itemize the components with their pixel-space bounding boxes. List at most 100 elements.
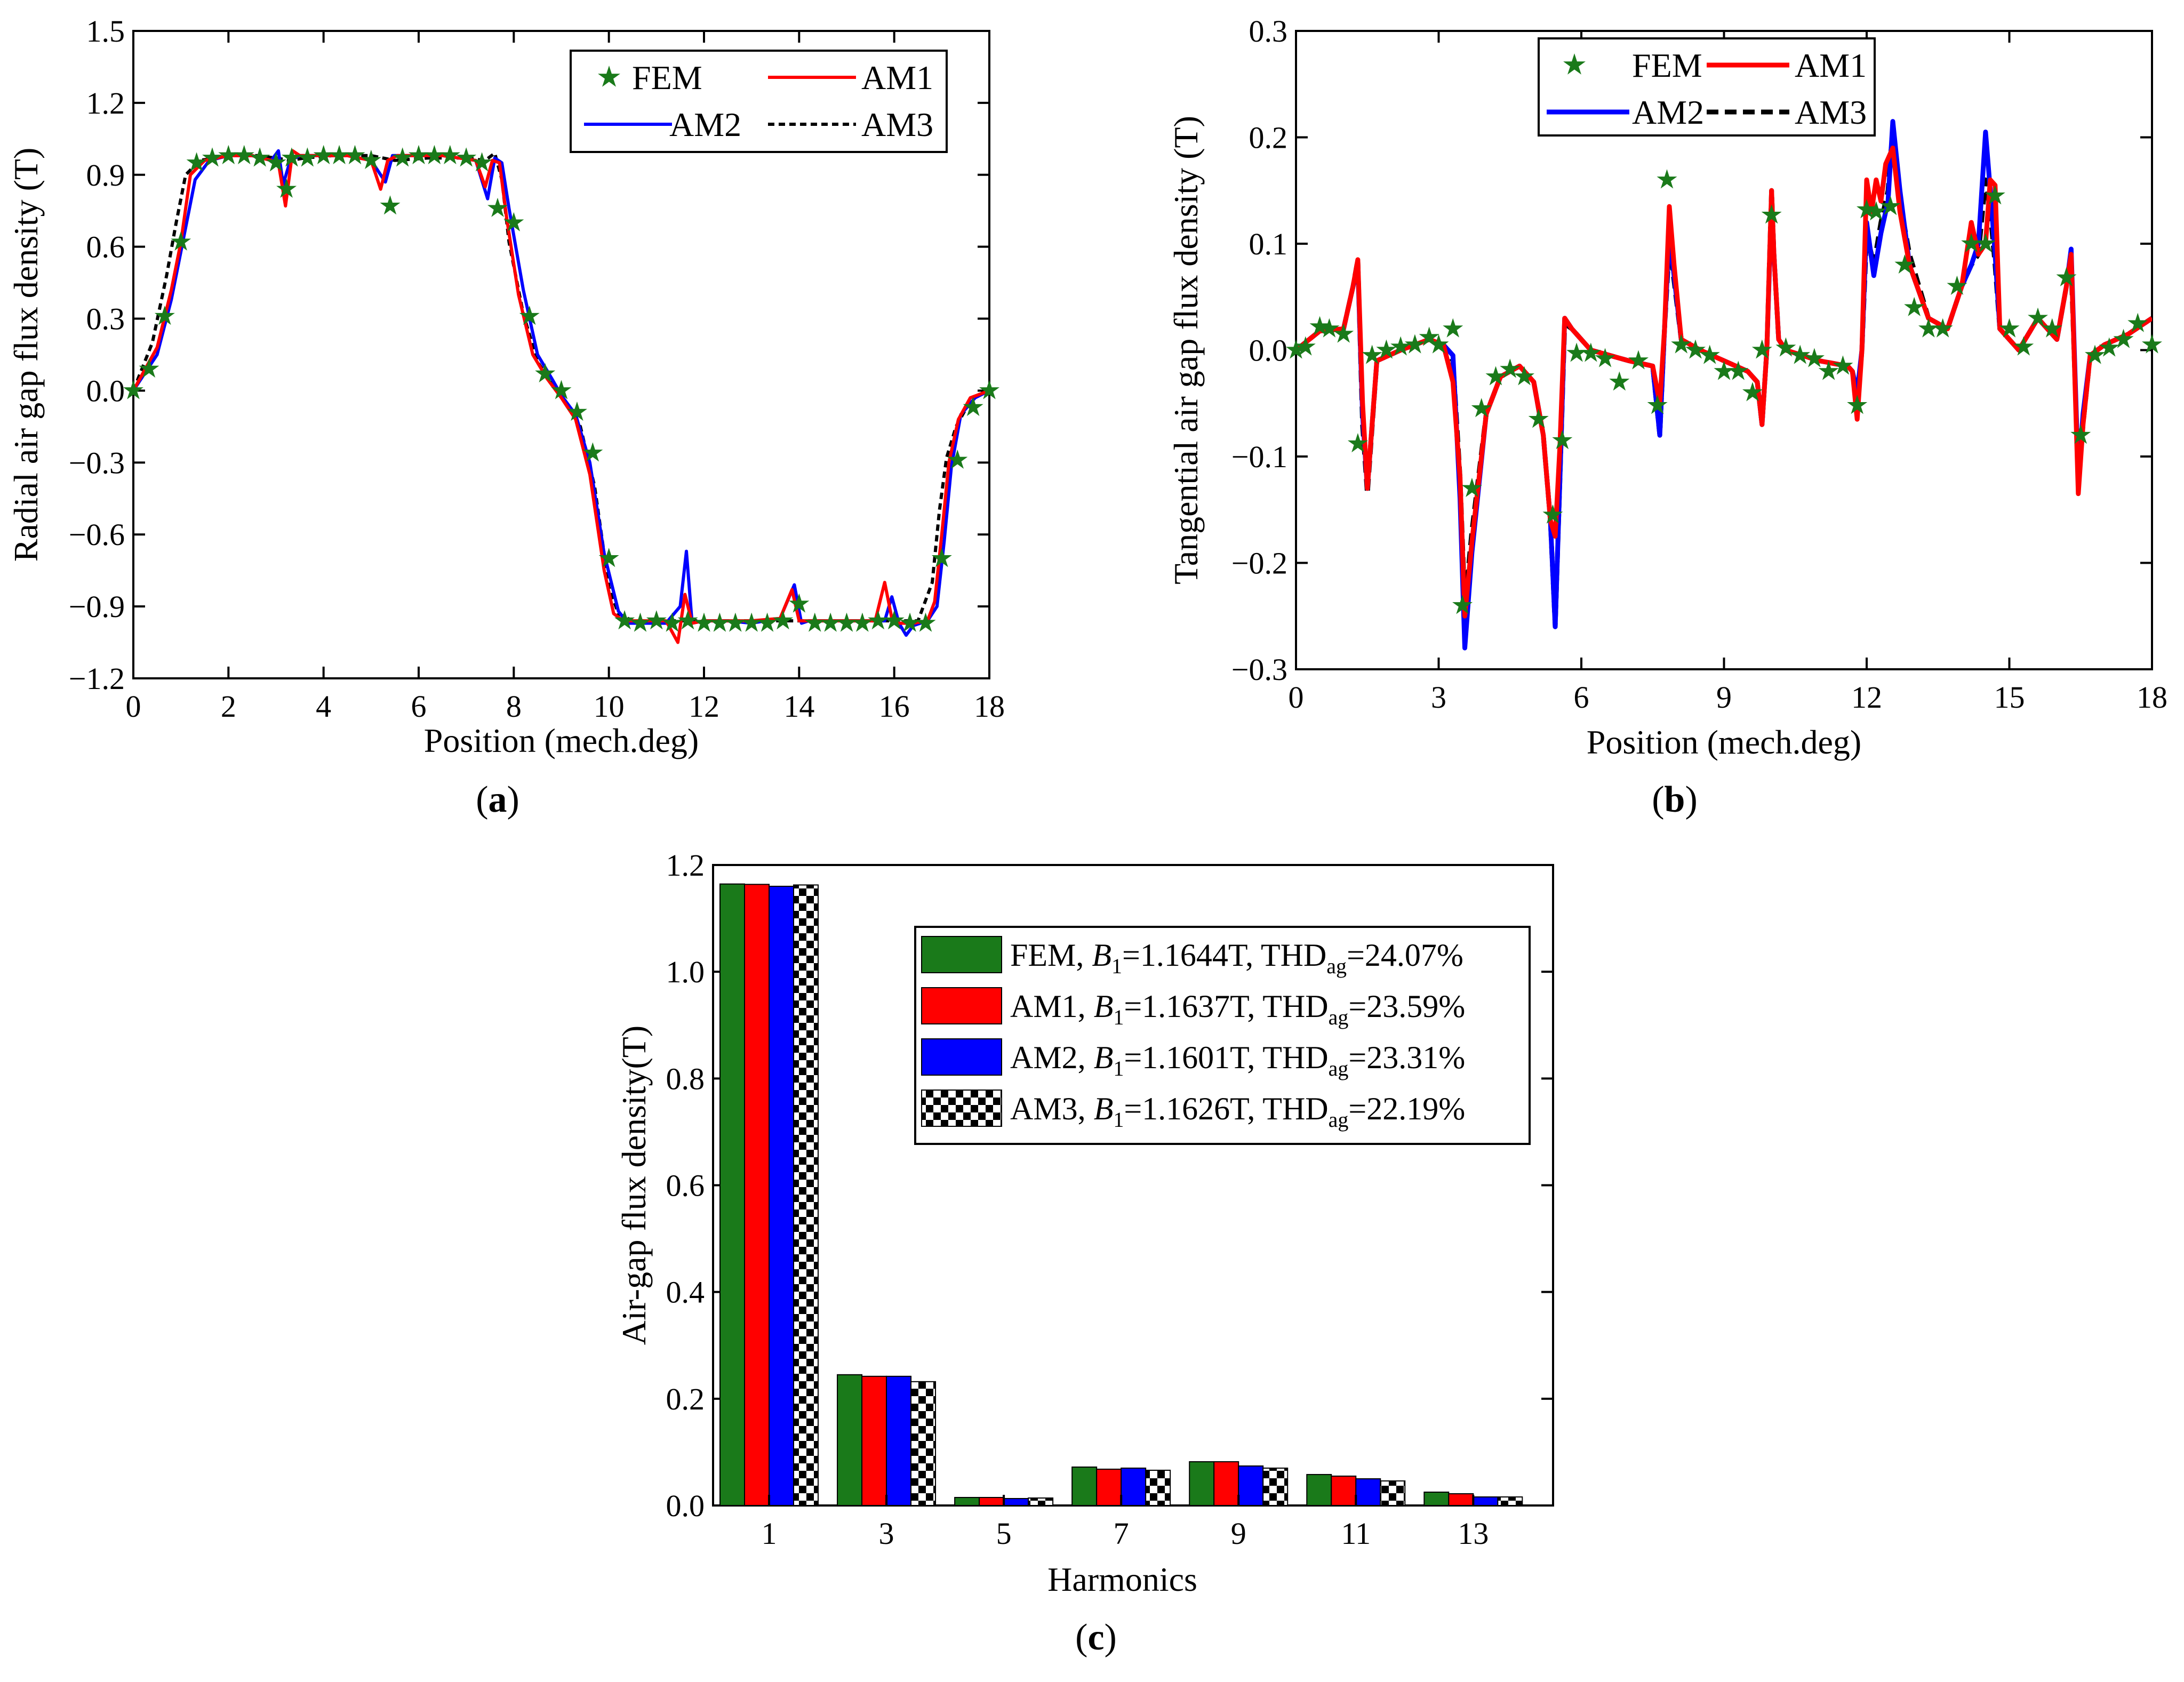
y-tick-label: 0.0 — [666, 1488, 705, 1523]
legend-prefix: AM3, — [1010, 1091, 1094, 1126]
caption-close: ) — [507, 779, 519, 820]
bar-fem-h9 — [1189, 1461, 1215, 1506]
bar-am3-h13 — [1497, 1496, 1523, 1506]
x-tick-label: 6 — [411, 689, 427, 724]
x-tick-label: 7 — [1114, 1516, 1129, 1551]
y-tick-label: −0.9 — [69, 589, 125, 624]
x-tick-label: 6 — [1574, 680, 1589, 715]
legend-box — [570, 50, 948, 153]
bar-am2-h5 — [1003, 1497, 1029, 1507]
x-tick-label: 14 — [783, 689, 814, 724]
legend-swatch-fem — [921, 936, 1002, 973]
x-tick-label: 1 — [762, 1516, 777, 1551]
legend-swatch-am2 — [921, 1038, 1002, 1076]
legend-label: FEM, B1=1.1644T, THDag=24.07% — [1010, 938, 1463, 978]
legend-label: AM2, B1=1.1601T, THDag=23.31% — [1010, 1040, 1465, 1080]
x-tick-label: 0 — [1289, 680, 1304, 715]
x-tick-label: 13 — [1458, 1516, 1489, 1551]
bar-fem-h1 — [719, 883, 745, 1506]
legend-label: AM3, B1=1.1626T, THDag=22.19% — [1010, 1091, 1465, 1132]
legend-thd-sub: ag — [1326, 954, 1347, 978]
legend-label: FEM — [632, 59, 702, 97]
y-tick-label: 1.2 — [86, 86, 125, 121]
legend-b-value: =1.1601T, THD — [1124, 1040, 1328, 1075]
y-axis-label: Tangential air gap flux density (T) — [1167, 116, 1205, 584]
y-tick-label: 0.6 — [666, 1168, 705, 1203]
y-tick-label: −0.3 — [69, 445, 125, 480]
x-tick-label: 9 — [1716, 680, 1732, 715]
x-axis-label: Position (mech.deg) — [1587, 723, 1861, 761]
bar-am1-h3 — [861, 1375, 887, 1506]
fem-point — [1528, 409, 1549, 428]
legend-prefix: AM2, — [1010, 1040, 1094, 1075]
x-tick-label: 16 — [879, 689, 910, 724]
legend-label: AM3 — [861, 106, 933, 143]
series-fem — [123, 145, 1000, 632]
fem-point — [1609, 371, 1630, 391]
legend-thd-value: =23.59% — [1348, 989, 1465, 1024]
bar-am2-h1 — [769, 885, 794, 1506]
y-tick-label: 1.2 — [666, 848, 705, 883]
legend-b-symbol: B — [1094, 1040, 1114, 1075]
bar-fem-h3 — [837, 1374, 863, 1507]
caption-open: ( — [476, 779, 488, 820]
x-tick-label: 11 — [1341, 1516, 1371, 1551]
y-tick-label: 0.9 — [86, 158, 125, 193]
legend: FEM, B1=1.1644T, THDag=24.07% AM1, B1=1.1… — [914, 926, 1531, 1145]
series-am1-line — [133, 149, 989, 644]
legend-swatch-am3 — [921, 1090, 1002, 1127]
bar-am2-h3 — [886, 1375, 912, 1506]
bar-am2-h9 — [1238, 1465, 1264, 1506]
legend-thd-value: =22.19% — [1348, 1091, 1465, 1126]
bar-am3-h3 — [910, 1381, 937, 1506]
legend-label: AM3 — [1795, 93, 1867, 131]
legend-label: AM1 — [861, 59, 933, 97]
bar-am3-h9 — [1262, 1467, 1289, 1506]
y-axis-label: Radial air gap flux density (T) — [7, 148, 45, 562]
x-tick-label: 5 — [996, 1516, 1012, 1551]
caption-open: ( — [1075, 1617, 1087, 1658]
legend-b-symbol: B — [1092, 938, 1111, 973]
y-tick-label: 0.3 — [86, 302, 125, 337]
legend-label: FEM — [1632, 46, 1702, 84]
legend-box — [1538, 37, 1876, 137]
x-tick-label: 3 — [879, 1516, 894, 1551]
bar-am3-h1 — [793, 884, 819, 1506]
bar-am1-h7 — [1096, 1468, 1122, 1507]
series-am1-line — [1296, 146, 2152, 619]
legend-thd-sub: ag — [1329, 1108, 1349, 1132]
fem-point — [1443, 318, 1463, 338]
bar-am3-h11 — [1380, 1480, 1406, 1507]
bar-fem-h13 — [1423, 1491, 1450, 1507]
y-tick-label: 0.4 — [666, 1275, 705, 1310]
legend-b-sub: 1 — [1113, 1108, 1124, 1132]
panel-caption: (c) — [1075, 1617, 1117, 1658]
y-tick-label: −0.6 — [69, 517, 125, 552]
series-fem — [1285, 169, 2163, 614]
legend-b-symbol: B — [1094, 1091, 1114, 1126]
legend-b-sub: 1 — [1111, 954, 1122, 978]
legend-box — [914, 926, 1531, 1145]
panel-caption: (a) — [476, 779, 519, 820]
bar-am1-h11 — [1331, 1475, 1357, 1506]
x-tick-label: 18 — [2137, 680, 2167, 715]
y-tick-label: 1.0 — [666, 955, 705, 989]
bar-am3-h5 — [1028, 1497, 1054, 1506]
legend-prefix: FEM, — [1010, 938, 1092, 973]
legend-label: AM1, B1=1.1637T, THDag=23.59% — [1010, 989, 1465, 1029]
fem-point — [380, 195, 401, 215]
bar-fem-h5 — [954, 1496, 980, 1507]
legend-thd-value: =24.07% — [1347, 938, 1463, 973]
x-tick-label: 9 — [1231, 1516, 1246, 1551]
x-tick-label: 0 — [126, 689, 141, 724]
x-tick-label: 2 — [221, 689, 236, 724]
y-tick-label: 0.8 — [666, 1061, 705, 1096]
y-tick-label: 0.1 — [1249, 227, 1288, 261]
bar-am2-h7 — [1121, 1467, 1147, 1506]
series-am3-line — [1296, 124, 2152, 629]
y-tick-label: 0.2 — [1249, 121, 1288, 155]
y-axis-label: Air-gap flux density(T) — [615, 1026, 653, 1345]
legend: FEM AM1 AM2 AM3 — [570, 50, 948, 153]
y-tick-label: 0.6 — [86, 230, 125, 265]
